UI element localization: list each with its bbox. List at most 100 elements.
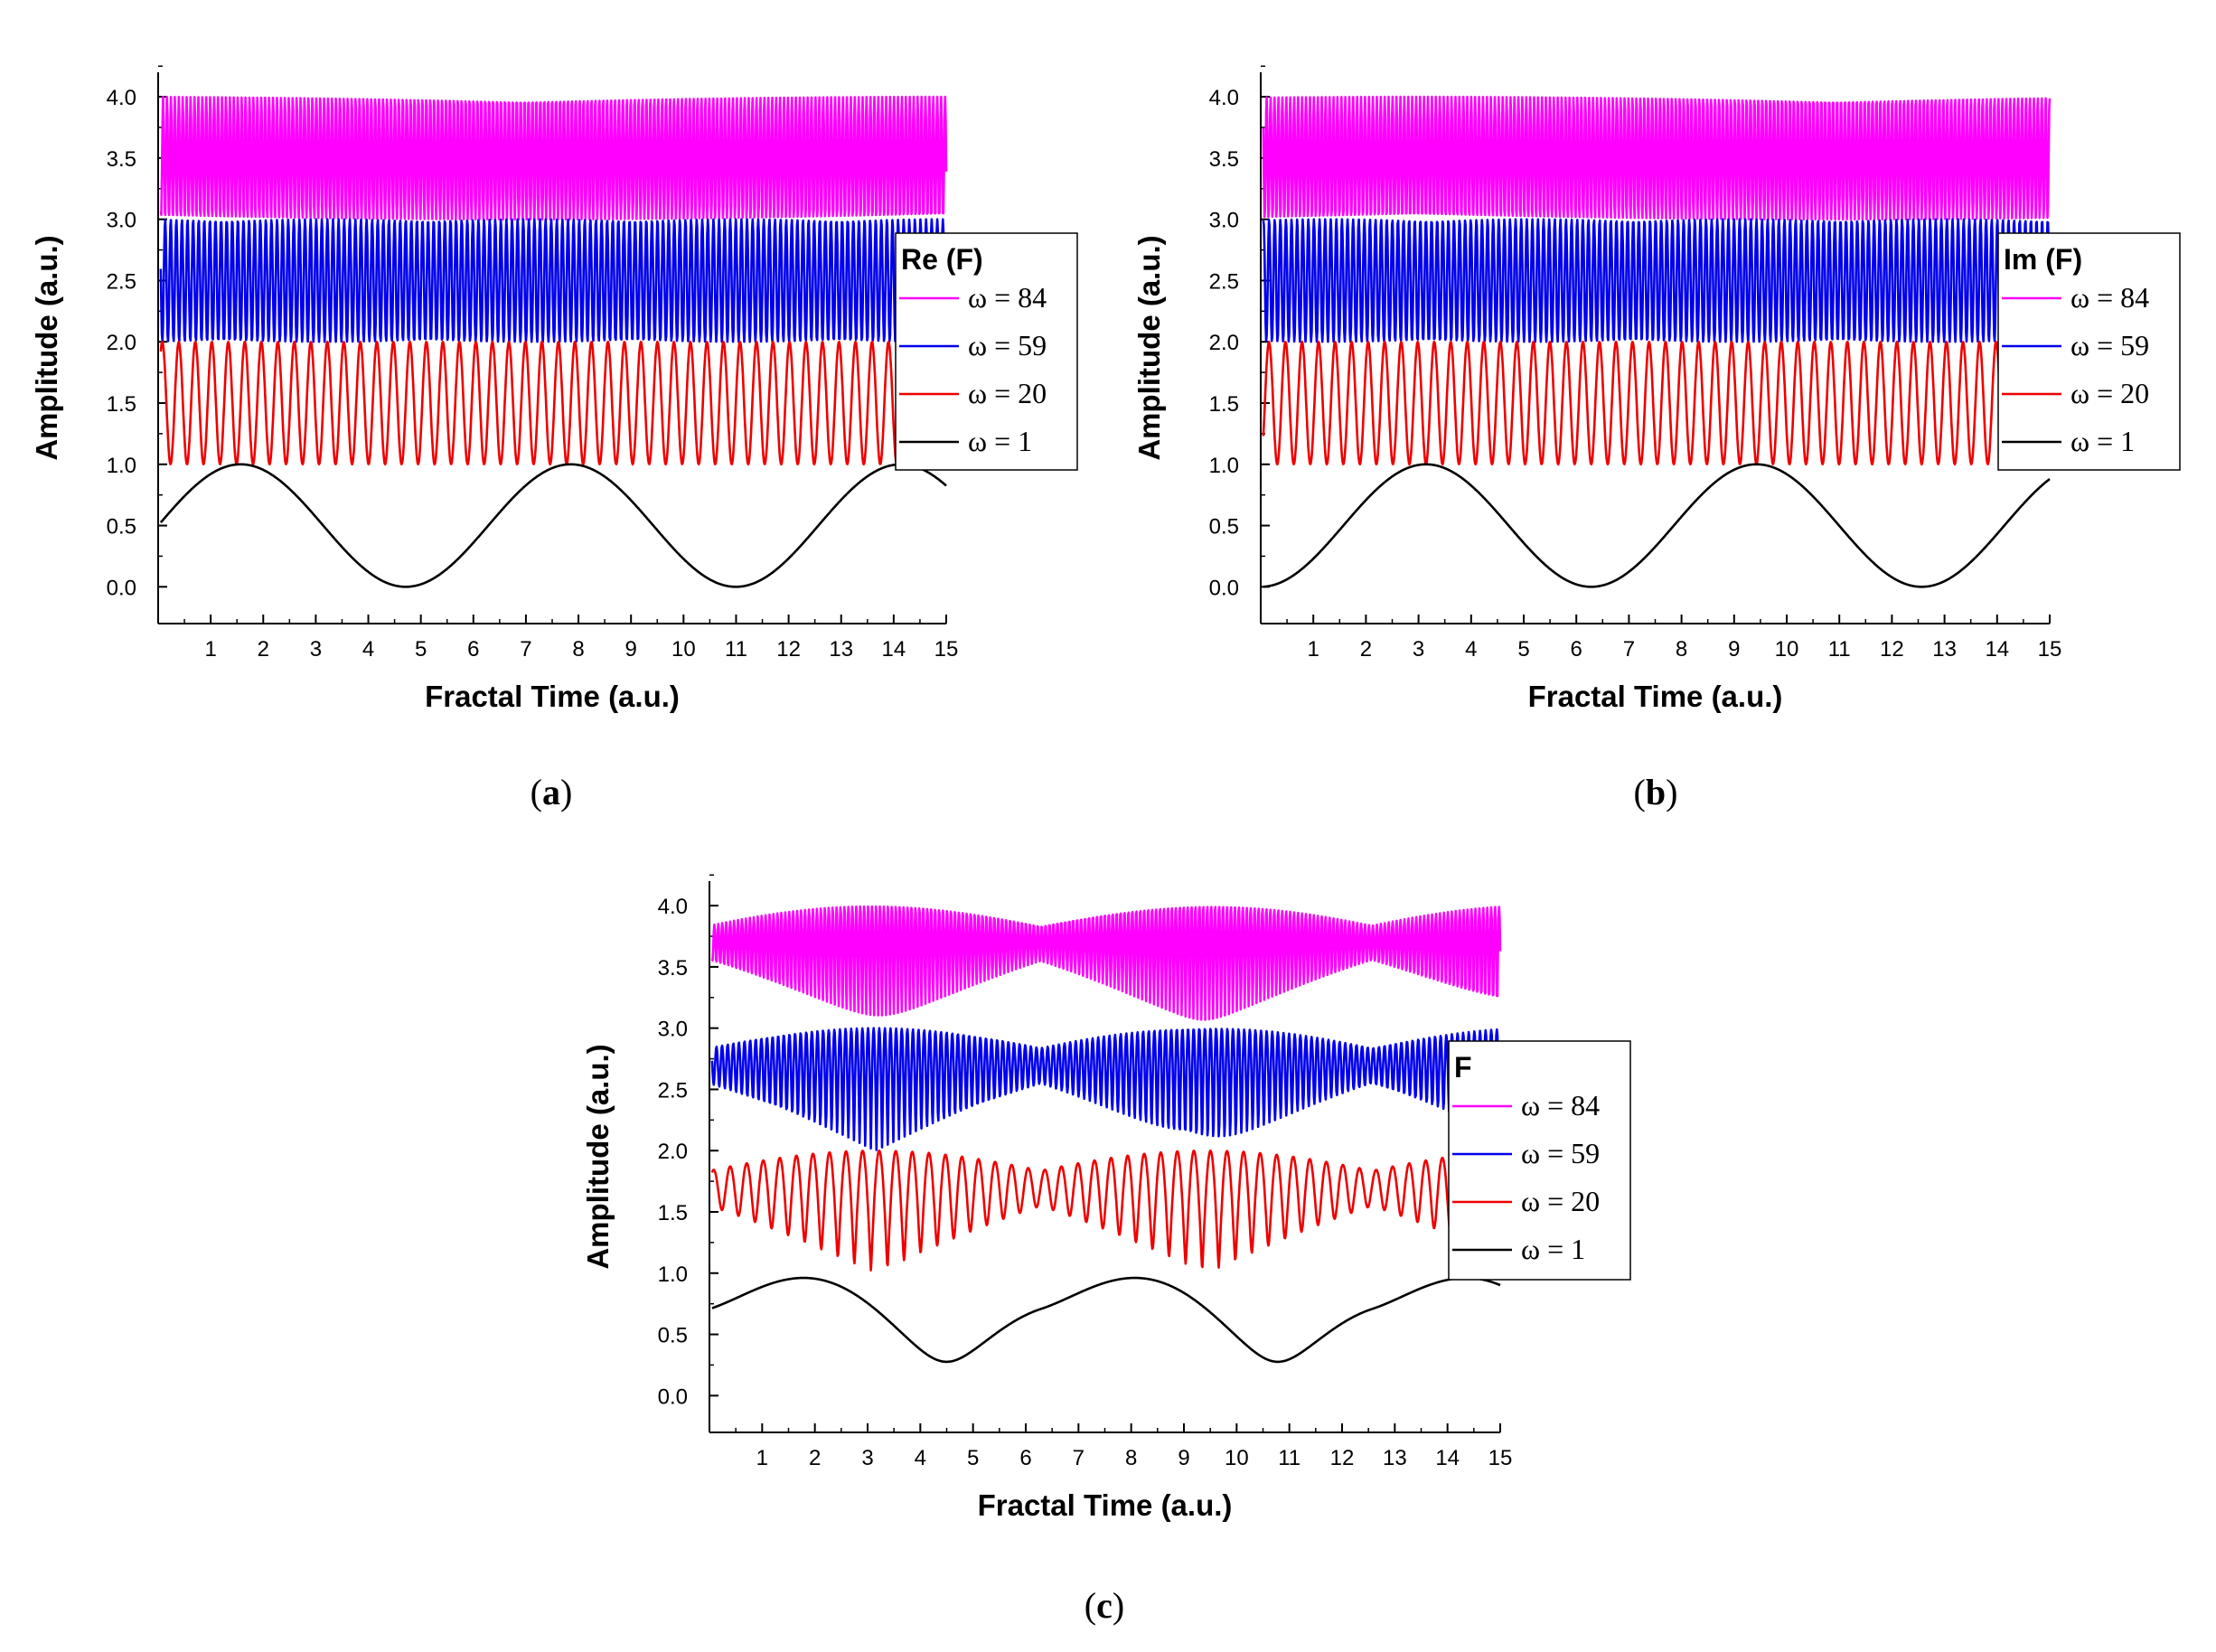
y-tick-label: 2.5 [658, 1078, 688, 1103]
x-tick-label: 15 [934, 637, 959, 662]
x-tick-label: 3 [1413, 637, 1424, 662]
legend-entry: ω = 1 [1521, 1233, 1585, 1265]
series-line-1 [159, 463, 947, 588]
x-tick-label: 9 [1728, 637, 1740, 662]
y-tick-label: 0.0 [107, 576, 136, 600]
x-tick-label: 4 [1465, 637, 1477, 662]
x-tick-label: 12 [1330, 1446, 1355, 1470]
y-tick-label: 4.0 [1209, 86, 1239, 110]
legend-entry: ω = 84 [1521, 1089, 1600, 1122]
x-tick-label: 1 [204, 637, 216, 662]
x-tick-label: 9 [625, 637, 637, 662]
x-tick-label: 15 [1488, 1446, 1513, 1470]
legend-box [895, 232, 1078, 471]
x-axis-title: Fractal Time (a.u.) [978, 1488, 1233, 1522]
y-tick-label: 1.5 [107, 392, 136, 417]
x-tick-label: 5 [1517, 637, 1529, 662]
x-tick-label: 13 [1383, 1446, 1407, 1470]
y-tick-label: 3.0 [658, 1018, 688, 1042]
panel-caption-letter: a [542, 772, 560, 812]
x-tick-label: 1 [756, 1446, 768, 1470]
y-tick-label: 3.0 [1209, 209, 1239, 233]
y-tick-label: 4.0 [658, 895, 688, 919]
x-tick-label: 12 [776, 637, 801, 662]
series-line-20 [1262, 340, 2052, 466]
y-axis-title: Amplitude (a.u.) [1132, 235, 1166, 460]
x-tick-label: 13 [829, 637, 853, 662]
y-tick-label: 0.5 [658, 1324, 688, 1348]
legend-entry: ω = 59 [2070, 329, 2149, 361]
x-tick-label: 6 [1571, 637, 1582, 662]
y-tick-label: 1.0 [1209, 454, 1239, 478]
x-tick-label: 10 [671, 637, 696, 662]
x-tick-label: 2 [258, 637, 269, 662]
legend-entry: ω = 20 [2070, 377, 2149, 409]
panel-caption-letter: c [1096, 1585, 1113, 1626]
series-line-59 [159, 218, 948, 343]
x-tick-label: 5 [415, 637, 427, 662]
x-axis-title: Fractal Time (a.u.) [425, 680, 680, 713]
y-tick-label: 0.0 [1209, 576, 1239, 600]
x-tick-label: 13 [1932, 637, 1957, 662]
y-tick-label: 3.5 [1209, 147, 1239, 172]
legend-box [1997, 232, 2181, 471]
legend-entry: ω = 59 [1521, 1137, 1600, 1169]
x-tick-label: 11 [1828, 637, 1851, 662]
y-tick-label: 1.5 [658, 1201, 688, 1225]
panel-caption-letter: b [1646, 772, 1666, 812]
x-tick-label: 14 [1985, 637, 2009, 662]
panel-caption: (a) [531, 772, 573, 812]
legend-title: F [1454, 1051, 1472, 1084]
y-axis-title: Amplitude (a.u.) [30, 235, 63, 460]
legend-title: Re (F) [901, 243, 983, 276]
y-axis-title: Amplitude (a.u.) [581, 1044, 615, 1269]
series-line-1 [1263, 463, 2051, 588]
y-tick-label: 1.0 [658, 1262, 688, 1287]
x-tick-label: 3 [310, 637, 322, 662]
series-line-1 [711, 1276, 1501, 1364]
x-tick-label: 1 [1308, 637, 1319, 662]
series-line-20 [710, 1150, 1502, 1272]
series-line-59 [710, 1027, 1502, 1151]
y-tick-label: 4.0 [107, 86, 136, 110]
chart-panel-b: 1 2 3 4 5 6 7 8 9 10 11 12 13 14 150.00.51.01.52.02.53… [1132, 65, 2181, 812]
x-tick-label: 3 [861, 1446, 873, 1470]
series-line-84 [710, 905, 1502, 1021]
x-tick-label: 2 [809, 1446, 821, 1470]
x-tick-label: 7 [1073, 1446, 1085, 1470]
y-tick-label: 2.0 [658, 1140, 688, 1164]
x-tick-label: 14 [1435, 1446, 1460, 1470]
legend-entry: ω = 20 [1521, 1185, 1600, 1217]
y-tick-label: 3.5 [107, 147, 136, 172]
y-tick-label: 3.5 [658, 956, 688, 981]
legend-entry: ω = 84 [2070, 281, 2149, 314]
x-tick-label: 15 [2038, 637, 2062, 662]
legend-entry: ω = 59 [968, 329, 1047, 361]
x-tick-label: 5 [967, 1446, 979, 1470]
x-tick-label: 6 [1019, 1446, 1031, 1470]
series-line-84 [1262, 95, 2052, 221]
x-tick-label: 8 [1125, 1446, 1137, 1470]
chart-panel-c: 1 2 3 4 5 6 7 8 9 10 11 12 13 14 150.00.51.01.52.02.53… [581, 874, 1631, 1626]
x-tick-label: 2 [1360, 637, 1372, 662]
x-tick-label: 9 [1178, 1446, 1189, 1470]
chart-panel-a: 1 2 3 4 5 6 7 8 9 10 11 12 13 14 150.00.51.01.52.02.53… [30, 65, 1078, 812]
y-tick-label: 1.0 [107, 454, 136, 478]
x-tick-label: 12 [1880, 637, 1904, 662]
legend-entry: ω = 84 [968, 281, 1047, 314]
y-tick-label: 0.0 [658, 1384, 688, 1409]
x-tick-label: 6 [467, 637, 479, 662]
x-tick-label: 10 [1775, 637, 1799, 662]
y-tick-label: 3.0 [107, 209, 136, 233]
legend-entry: ω = 1 [968, 425, 1032, 457]
x-tick-label: 7 [520, 637, 531, 662]
x-axis-title: Fractal Time (a.u.) [1528, 680, 1783, 713]
legend-entry: ω = 1 [2070, 425, 2135, 457]
x-tick-label: 4 [362, 637, 374, 662]
panel-caption: (b) [1634, 772, 1678, 812]
panel-caption: (c) [1085, 1585, 1124, 1626]
y-tick-label: 2.0 [107, 331, 136, 355]
x-tick-label: 11 [1278, 1446, 1300, 1470]
series-line-59 [1262, 218, 2052, 343]
